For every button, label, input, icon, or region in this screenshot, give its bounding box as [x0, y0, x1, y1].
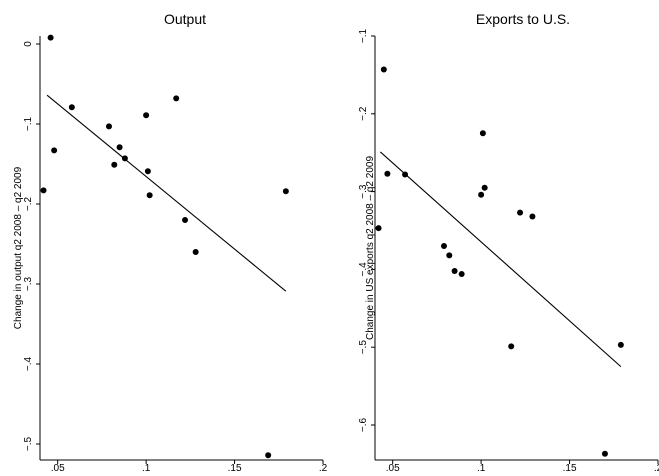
data-point	[144, 168, 151, 175]
data-point	[143, 112, 150, 119]
data-point	[282, 188, 289, 195]
fit-line	[379, 151, 622, 368]
data-point	[111, 161, 118, 168]
data-point	[380, 66, 387, 73]
data-point	[105, 123, 112, 130]
x-tick-label: .05	[51, 463, 65, 474]
exports-panel: Exports to U.S. Change in US exports q2 2…	[358, 11, 659, 474]
x-tick-label: .15	[563, 463, 577, 474]
y-tick-label: 0	[23, 41, 34, 47]
y-tick-label: −.5	[358, 340, 369, 355]
data-point	[116, 144, 123, 151]
y-tick-label: −.1	[358, 28, 369, 43]
y-tick-label: −.4	[358, 262, 369, 277]
data-point	[182, 217, 189, 223]
data-point	[508, 343, 515, 350]
data-point	[68, 104, 75, 111]
y-tick-label: −.1	[23, 116, 34, 131]
data-point	[458, 271, 465, 278]
y-axis-title: Change in output q2 2008 – q2 2009	[13, 166, 24, 329]
data-point	[40, 187, 47, 194]
data-point	[402, 171, 409, 178]
data-point	[481, 184, 488, 191]
y-tick-label: −.6	[358, 417, 369, 432]
data-point	[601, 450, 608, 457]
data-point	[51, 147, 58, 154]
data-point	[479, 130, 486, 137]
y-tick-label: −.2	[358, 106, 369, 121]
output-panel: Output Change in output q2 2008 – q2 2009…	[13, 11, 328, 474]
data-point	[451, 267, 458, 274]
data-point	[192, 249, 199, 255]
x-tick-label: .15	[228, 463, 242, 474]
data-point	[265, 452, 272, 459]
data-point	[478, 191, 485, 198]
data-point	[47, 34, 54, 41]
y-tick-label: −.4	[23, 356, 34, 371]
y-tick-label: −.3	[358, 184, 369, 199]
data-point	[446, 252, 453, 259]
x-tick-label: .1	[477, 463, 486, 474]
fit-line	[46, 94, 287, 292]
x-tick-label: .1	[142, 463, 151, 474]
data-point	[146, 192, 153, 199]
y-tick-label: −.3	[23, 276, 34, 291]
data-point	[617, 341, 624, 348]
x-tick-label: .05	[386, 463, 400, 474]
data-point	[440, 243, 447, 250]
data-point	[384, 170, 391, 177]
data-point	[517, 209, 524, 216]
y-tick-label: −.5	[23, 436, 34, 451]
y-axis-title: Change in US exports q2 2008 – q2 2009	[365, 156, 376, 340]
data-point	[529, 213, 536, 220]
y-tick-label: −.2	[23, 196, 34, 211]
data-point	[375, 225, 382, 232]
data-point	[173, 95, 180, 102]
data-point	[121, 155, 128, 162]
panel-title: Exports to U.S.	[476, 11, 570, 27]
panel-title: Output	[164, 11, 206, 27]
x-tick-label: .2	[319, 463, 328, 474]
x-tick-label: .2	[654, 463, 659, 474]
